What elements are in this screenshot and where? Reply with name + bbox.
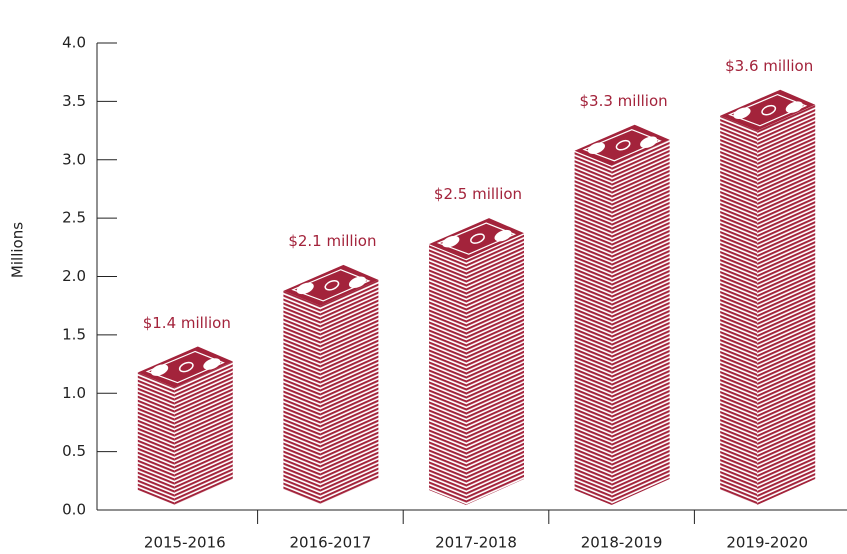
stack-right-face <box>612 140 670 505</box>
stack-left-face <box>138 373 175 505</box>
stack-left-face <box>720 116 757 505</box>
value-label: $2.5 million <box>433 183 523 206</box>
y-tick-label: 3.5 <box>62 92 86 110</box>
value-label: $2.1 million <box>287 230 377 253</box>
y-tick-label: 1.5 <box>62 325 86 343</box>
x-tick-label: 2019-2020 <box>726 534 808 552</box>
money-stack <box>720 90 815 505</box>
y-tick-label: 3.0 <box>62 150 86 168</box>
chart-container: Millions 0.0 0.5 1.0 1.5 2.0 2.5 3.0 3.5 4.0 2015… <box>0 0 847 554</box>
value-label: $1.4 million <box>142 312 232 335</box>
stack-left-face <box>429 244 466 505</box>
x-tick-label: 2018-2019 <box>581 534 663 552</box>
y-tick-label: 0.0 <box>62 501 86 519</box>
stack-right-face <box>466 233 524 505</box>
x-tick-label: 2015-2016 <box>144 534 226 552</box>
stack-left-face <box>575 151 612 505</box>
money-stack <box>138 347 233 505</box>
y-tick-label: 1.0 <box>62 384 86 402</box>
money-stack <box>575 125 670 505</box>
money-stack <box>429 218 524 505</box>
value-label: $3.3 million <box>579 90 669 113</box>
y-axis-title: Millions <box>9 222 27 278</box>
stack-left-face <box>283 291 320 505</box>
x-tick-label: 2017-2018 <box>435 534 517 552</box>
stack-right-face <box>320 280 378 505</box>
money-stack <box>283 265 378 505</box>
y-tick-label: 2.5 <box>62 209 86 227</box>
y-tick-label: 2.0 <box>62 267 86 285</box>
y-tick-label: 0.5 <box>62 442 86 460</box>
x-tick-label: 2016-2017 <box>290 534 372 552</box>
y-tick-label: 4.0 <box>62 34 86 52</box>
value-label: $3.6 million <box>724 55 814 78</box>
chart: Millions 0.0 0.5 1.0 1.5 2.0 2.5 3.0 3.5 4.0 2015… <box>0 0 847 554</box>
stack-right-face <box>757 105 815 505</box>
